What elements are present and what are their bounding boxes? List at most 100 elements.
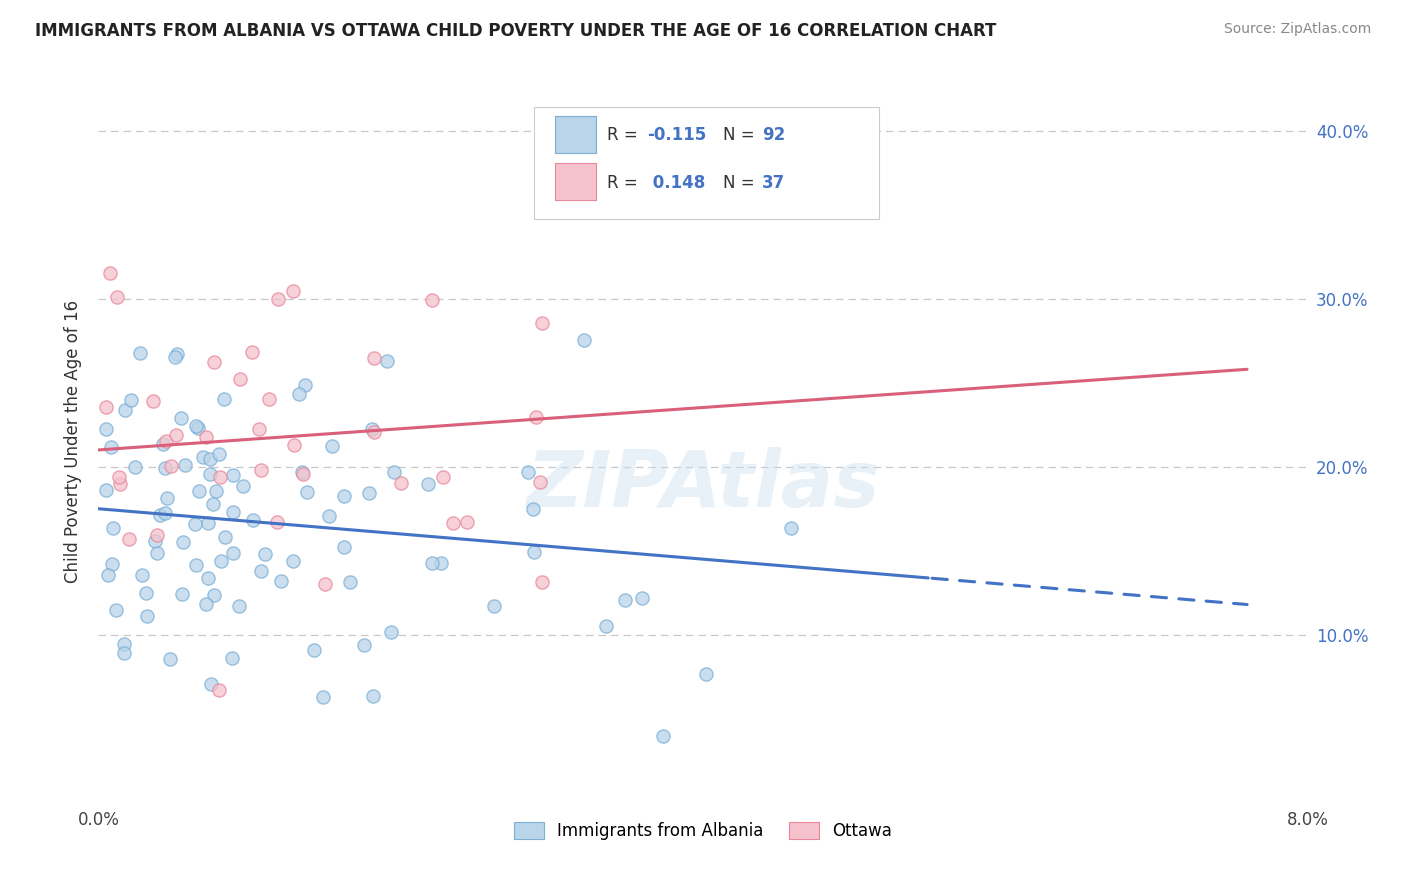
Point (112, 637, 135, 651)
Point (229, 372, 252, 386)
Point (524, 410, 547, 425)
Point (228, 599, 250, 613)
Point (240, 344, 263, 359)
Text: 0.148: 0.148 (647, 174, 704, 192)
Point (572, 334, 595, 348)
Point (339, 575, 361, 590)
Point (142, 393, 165, 408)
Text: 37: 37 (762, 174, 786, 192)
Point (418, 477, 440, 491)
Point (156, 491, 179, 505)
Point (695, 667, 717, 681)
Text: N =: N = (723, 127, 759, 145)
Point (159, 651, 181, 665)
Point (108, 470, 131, 484)
Point (112, 646, 135, 660)
Point (389, 475, 412, 490)
Point (333, 540, 356, 554)
Point (188, 483, 211, 498)
Point (304, 643, 326, 657)
Point (441, 516, 464, 530)
Point (266, 515, 288, 529)
Point (205, 483, 228, 498)
Point (530, 575, 553, 590)
Point (257, 392, 280, 407)
Point (160, 458, 183, 473)
Point (321, 438, 343, 452)
Point (105, 290, 128, 304)
Point (101, 521, 124, 535)
Point (222, 468, 245, 483)
Point (382, 465, 405, 479)
Point (155, 461, 177, 475)
Text: R =: R = (607, 127, 644, 145)
Point (172, 587, 194, 601)
Point (197, 516, 219, 530)
Point (522, 501, 544, 516)
Point (170, 411, 193, 425)
Point (360, 422, 382, 436)
Point (517, 466, 540, 480)
Point (318, 508, 340, 523)
Point (124, 459, 146, 474)
Point (422, 556, 444, 570)
Point (187, 421, 209, 435)
Point (136, 609, 159, 624)
Point (253, 547, 276, 561)
Point (353, 638, 375, 652)
Point (202, 354, 225, 368)
Point (456, 516, 478, 530)
Point (166, 347, 188, 361)
Point (146, 546, 169, 560)
Point (363, 351, 385, 365)
Point (242, 512, 264, 526)
Point (163, 350, 186, 364)
Text: IMMIGRANTS FROM ALBANIA VS OTTAWA CHILD POVERTY UNDER THE AGE OF 16 CORRELATION : IMMIGRANTS FROM ALBANIA VS OTTAWA CHILD … (35, 22, 997, 40)
Point (288, 386, 311, 401)
Point (120, 392, 142, 407)
Point (172, 535, 194, 549)
Point (94, 422, 117, 436)
Point (143, 534, 166, 549)
Point (200, 467, 222, 481)
Point (149, 508, 172, 522)
Point (155, 506, 177, 520)
Point (108, 477, 131, 491)
Point (531, 316, 554, 330)
Point (197, 571, 219, 585)
Point (651, 729, 673, 743)
Point (613, 593, 636, 607)
Point (129, 346, 152, 360)
Point (212, 392, 235, 407)
Point (155, 434, 177, 449)
Point (97, 568, 120, 582)
Point (131, 567, 153, 582)
Point (222, 505, 245, 519)
Point (357, 486, 380, 500)
Text: -0.115: -0.115 (647, 127, 706, 145)
Point (432, 469, 454, 483)
Point (184, 516, 207, 531)
Point (100, 440, 122, 454)
Point (201, 497, 224, 511)
Point (295, 484, 318, 499)
Point (207, 682, 229, 697)
Point (294, 377, 316, 392)
Point (118, 532, 141, 546)
Point (198, 452, 221, 467)
Point (202, 588, 225, 602)
Point (314, 577, 336, 591)
Point (380, 625, 402, 640)
Point (363, 425, 385, 439)
Point (779, 521, 801, 535)
Point (174, 458, 197, 473)
Point (191, 450, 214, 464)
Y-axis label: Child Poverty Under the Age of 16: Child Poverty Under the Age of 16 (65, 300, 83, 583)
Point (361, 689, 384, 703)
Point (184, 558, 207, 572)
Point (420, 293, 443, 308)
Point (94, 483, 117, 497)
Point (94, 400, 117, 414)
Point (332, 489, 354, 503)
Point (208, 447, 231, 461)
